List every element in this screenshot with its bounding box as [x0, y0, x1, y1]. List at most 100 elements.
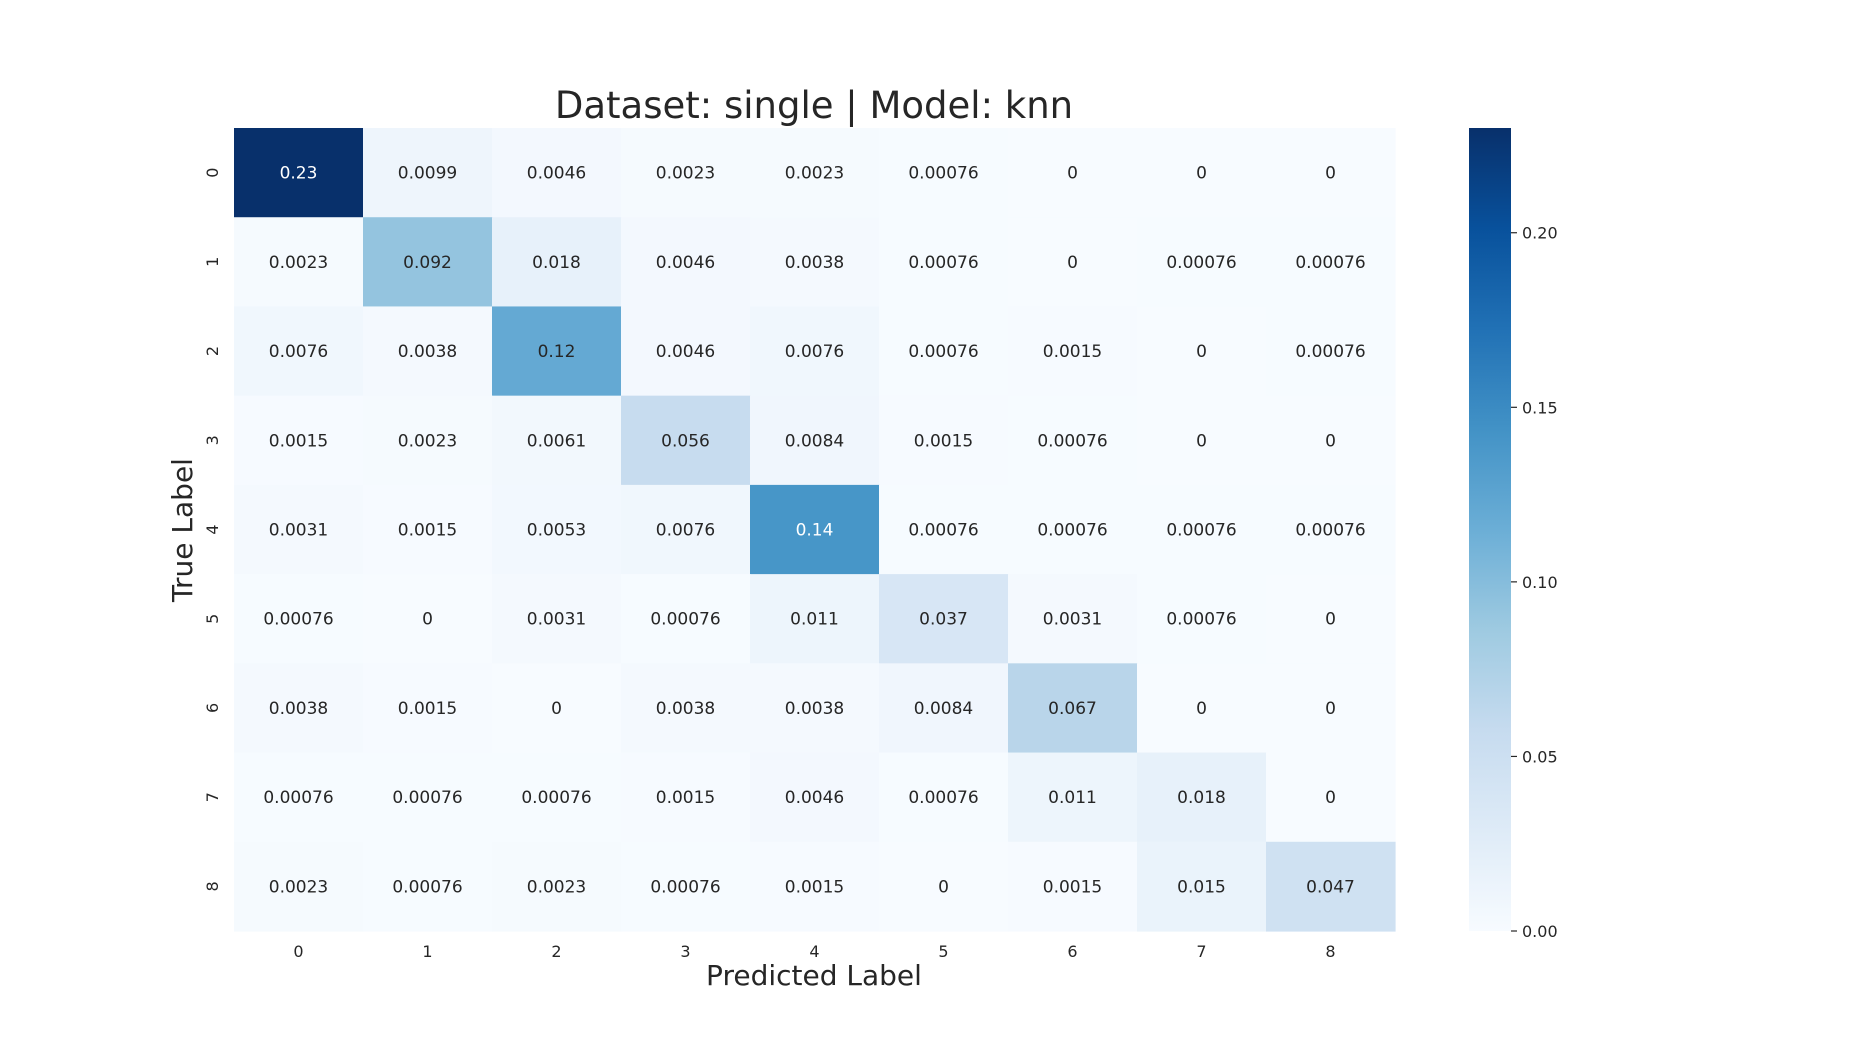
- x-axis-label: Predicted Label: [706, 959, 922, 992]
- cell-annotation: 0.0031: [1043, 610, 1102, 630]
- cell-annotation: 0.00076: [908, 342, 978, 362]
- cell-annotation: 0.00076: [1295, 342, 1365, 362]
- heatmap-cell: [621, 752, 751, 843]
- cell-annotation: 0.00076: [908, 253, 978, 273]
- heatmap-cell: [1266, 128, 1396, 218]
- cell-annotation: 0: [938, 877, 949, 897]
- cell-annotation: 0.00076: [263, 610, 333, 630]
- cell-annotation: 0.00076: [1037, 521, 1107, 541]
- heatmap-cell: [234, 128, 364, 218]
- cell-annotations: 0.23 0.0099 0.0046 0.0023 0.0023 0.00076 0 0 0 0.…: [263, 164, 1365, 898]
- cell-annotation: 0.018: [532, 253, 581, 273]
- x-tick-label: 8: [1325, 942, 1335, 961]
- cell-annotation: 0.0046: [656, 253, 715, 273]
- cell-annotation: 0.067: [1048, 699, 1097, 719]
- heatmap-cell: [1266, 663, 1396, 754]
- heatmap-cell: [1266, 752, 1396, 843]
- y-tick-label: 3: [203, 435, 222, 445]
- y-tick-label: 1: [203, 257, 222, 267]
- heatmap-cell: [492, 574, 622, 664]
- heatmap-cell: [1137, 306, 1267, 397]
- heatmap-cell: [750, 306, 880, 397]
- y-tick-label: 7: [203, 792, 222, 802]
- x-tick-labels: 0 1 2 3 4 5 6 7 8: [293, 942, 1335, 961]
- heatmap-cell: [1137, 395, 1267, 486]
- y-tick-label: 5: [203, 614, 222, 624]
- cell-annotation: 0.0023: [656, 164, 715, 184]
- cell-annotation: 0.12: [538, 342, 576, 362]
- colorbar-tick-label: 0.00: [1522, 922, 1558, 941]
- colorbar-tick-label: 0.15: [1522, 398, 1558, 417]
- heatmap-cell: [1266, 484, 1396, 575]
- colorbar-tick-label: 0.10: [1522, 573, 1558, 592]
- cell-annotation: 0.00076: [908, 788, 978, 808]
- heatmap-cell: [1266, 306, 1396, 397]
- heatmap-cell: [621, 574, 751, 664]
- cell-annotation: 0.0015: [398, 521, 457, 541]
- cell-annotation: 0.0038: [785, 699, 844, 719]
- cell-annotation: 0: [1196, 342, 1207, 362]
- heatmap-cell: [492, 128, 622, 218]
- x-tick-label: 3: [680, 942, 690, 961]
- y-tick-label: 2: [203, 346, 222, 356]
- heatmap-cell: [621, 128, 751, 218]
- heatmap-cell: [1266, 217, 1396, 308]
- y-tick-labels: 0 1 2 3 4 5 6 7 8: [203, 168, 222, 892]
- y-tick-label: 4: [203, 524, 222, 534]
- heatmap-cell: [750, 663, 880, 754]
- heatmap-cell: [1008, 574, 1138, 664]
- heatmap-cell: [879, 841, 1009, 932]
- heatmap-cell: [363, 574, 493, 664]
- cell-annotation: 0.0084: [785, 431, 844, 451]
- heatmap-cell: [363, 841, 493, 932]
- heatmap-cell: [621, 841, 751, 932]
- heatmap-cell: [879, 574, 1009, 664]
- cell-annotation: 0.0015: [269, 431, 328, 451]
- cell-annotation: 0.037: [919, 610, 968, 630]
- cell-annotation: 0: [551, 699, 562, 719]
- cell-annotation: 0.056: [661, 431, 710, 451]
- cell-annotation: 0.0023: [269, 253, 328, 273]
- heatmap-cell: [879, 128, 1009, 218]
- cell-annotation: 0: [422, 610, 433, 630]
- heatmap-cell: [750, 841, 880, 932]
- cell-annotation: 0: [1196, 431, 1207, 451]
- cell-annotation: 0.011: [790, 610, 839, 630]
- heatmap-cell: [492, 752, 622, 843]
- heatmap-cell: [492, 217, 622, 308]
- heatmap-cell: [1266, 574, 1396, 664]
- heatmap-cell: [1137, 128, 1267, 218]
- heatmap-cell: [879, 752, 1009, 843]
- heatmap-cell: [621, 395, 751, 486]
- y-tick-label: 8: [203, 881, 222, 891]
- colorbar: [1469, 128, 1511, 931]
- cell-annotation: 0.00076: [1295, 253, 1365, 273]
- x-tick-label: 0: [293, 942, 303, 961]
- cell-annotation: 0: [1325, 431, 1336, 451]
- heatmap-cell: [1266, 841, 1396, 932]
- heatmap-cell: [750, 128, 880, 218]
- cell-annotation: 0.00076: [392, 877, 462, 897]
- cell-annotation: 0.0046: [785, 788, 844, 808]
- heatmap-cell: [879, 663, 1009, 754]
- cell-annotation: 0.0038: [656, 699, 715, 719]
- heatmap-cell: [492, 663, 622, 754]
- cell-annotation: 0.0076: [656, 521, 715, 541]
- heatmap-cell: [234, 217, 364, 308]
- cell-annotation: 0.047: [1306, 877, 1355, 897]
- heatmap-cell: [1008, 217, 1138, 308]
- heatmap-cell: [750, 484, 880, 575]
- y-tick-label: 6: [203, 703, 222, 713]
- heatmap-cell: [1008, 128, 1138, 218]
- heatmap-cell: [1008, 841, 1138, 932]
- heatmap-cell: [621, 306, 751, 397]
- heatmap-cell: [750, 217, 880, 308]
- heatmap-cell: [363, 306, 493, 397]
- heatmap-cell: [1266, 395, 1396, 486]
- cell-annotation: 0: [1325, 699, 1336, 719]
- cell-annotation: 0.0023: [785, 164, 844, 184]
- cell-annotation: 0.0038: [398, 342, 457, 362]
- cell-annotation: 0.0099: [398, 164, 457, 184]
- heatmap-cell: [1137, 574, 1267, 664]
